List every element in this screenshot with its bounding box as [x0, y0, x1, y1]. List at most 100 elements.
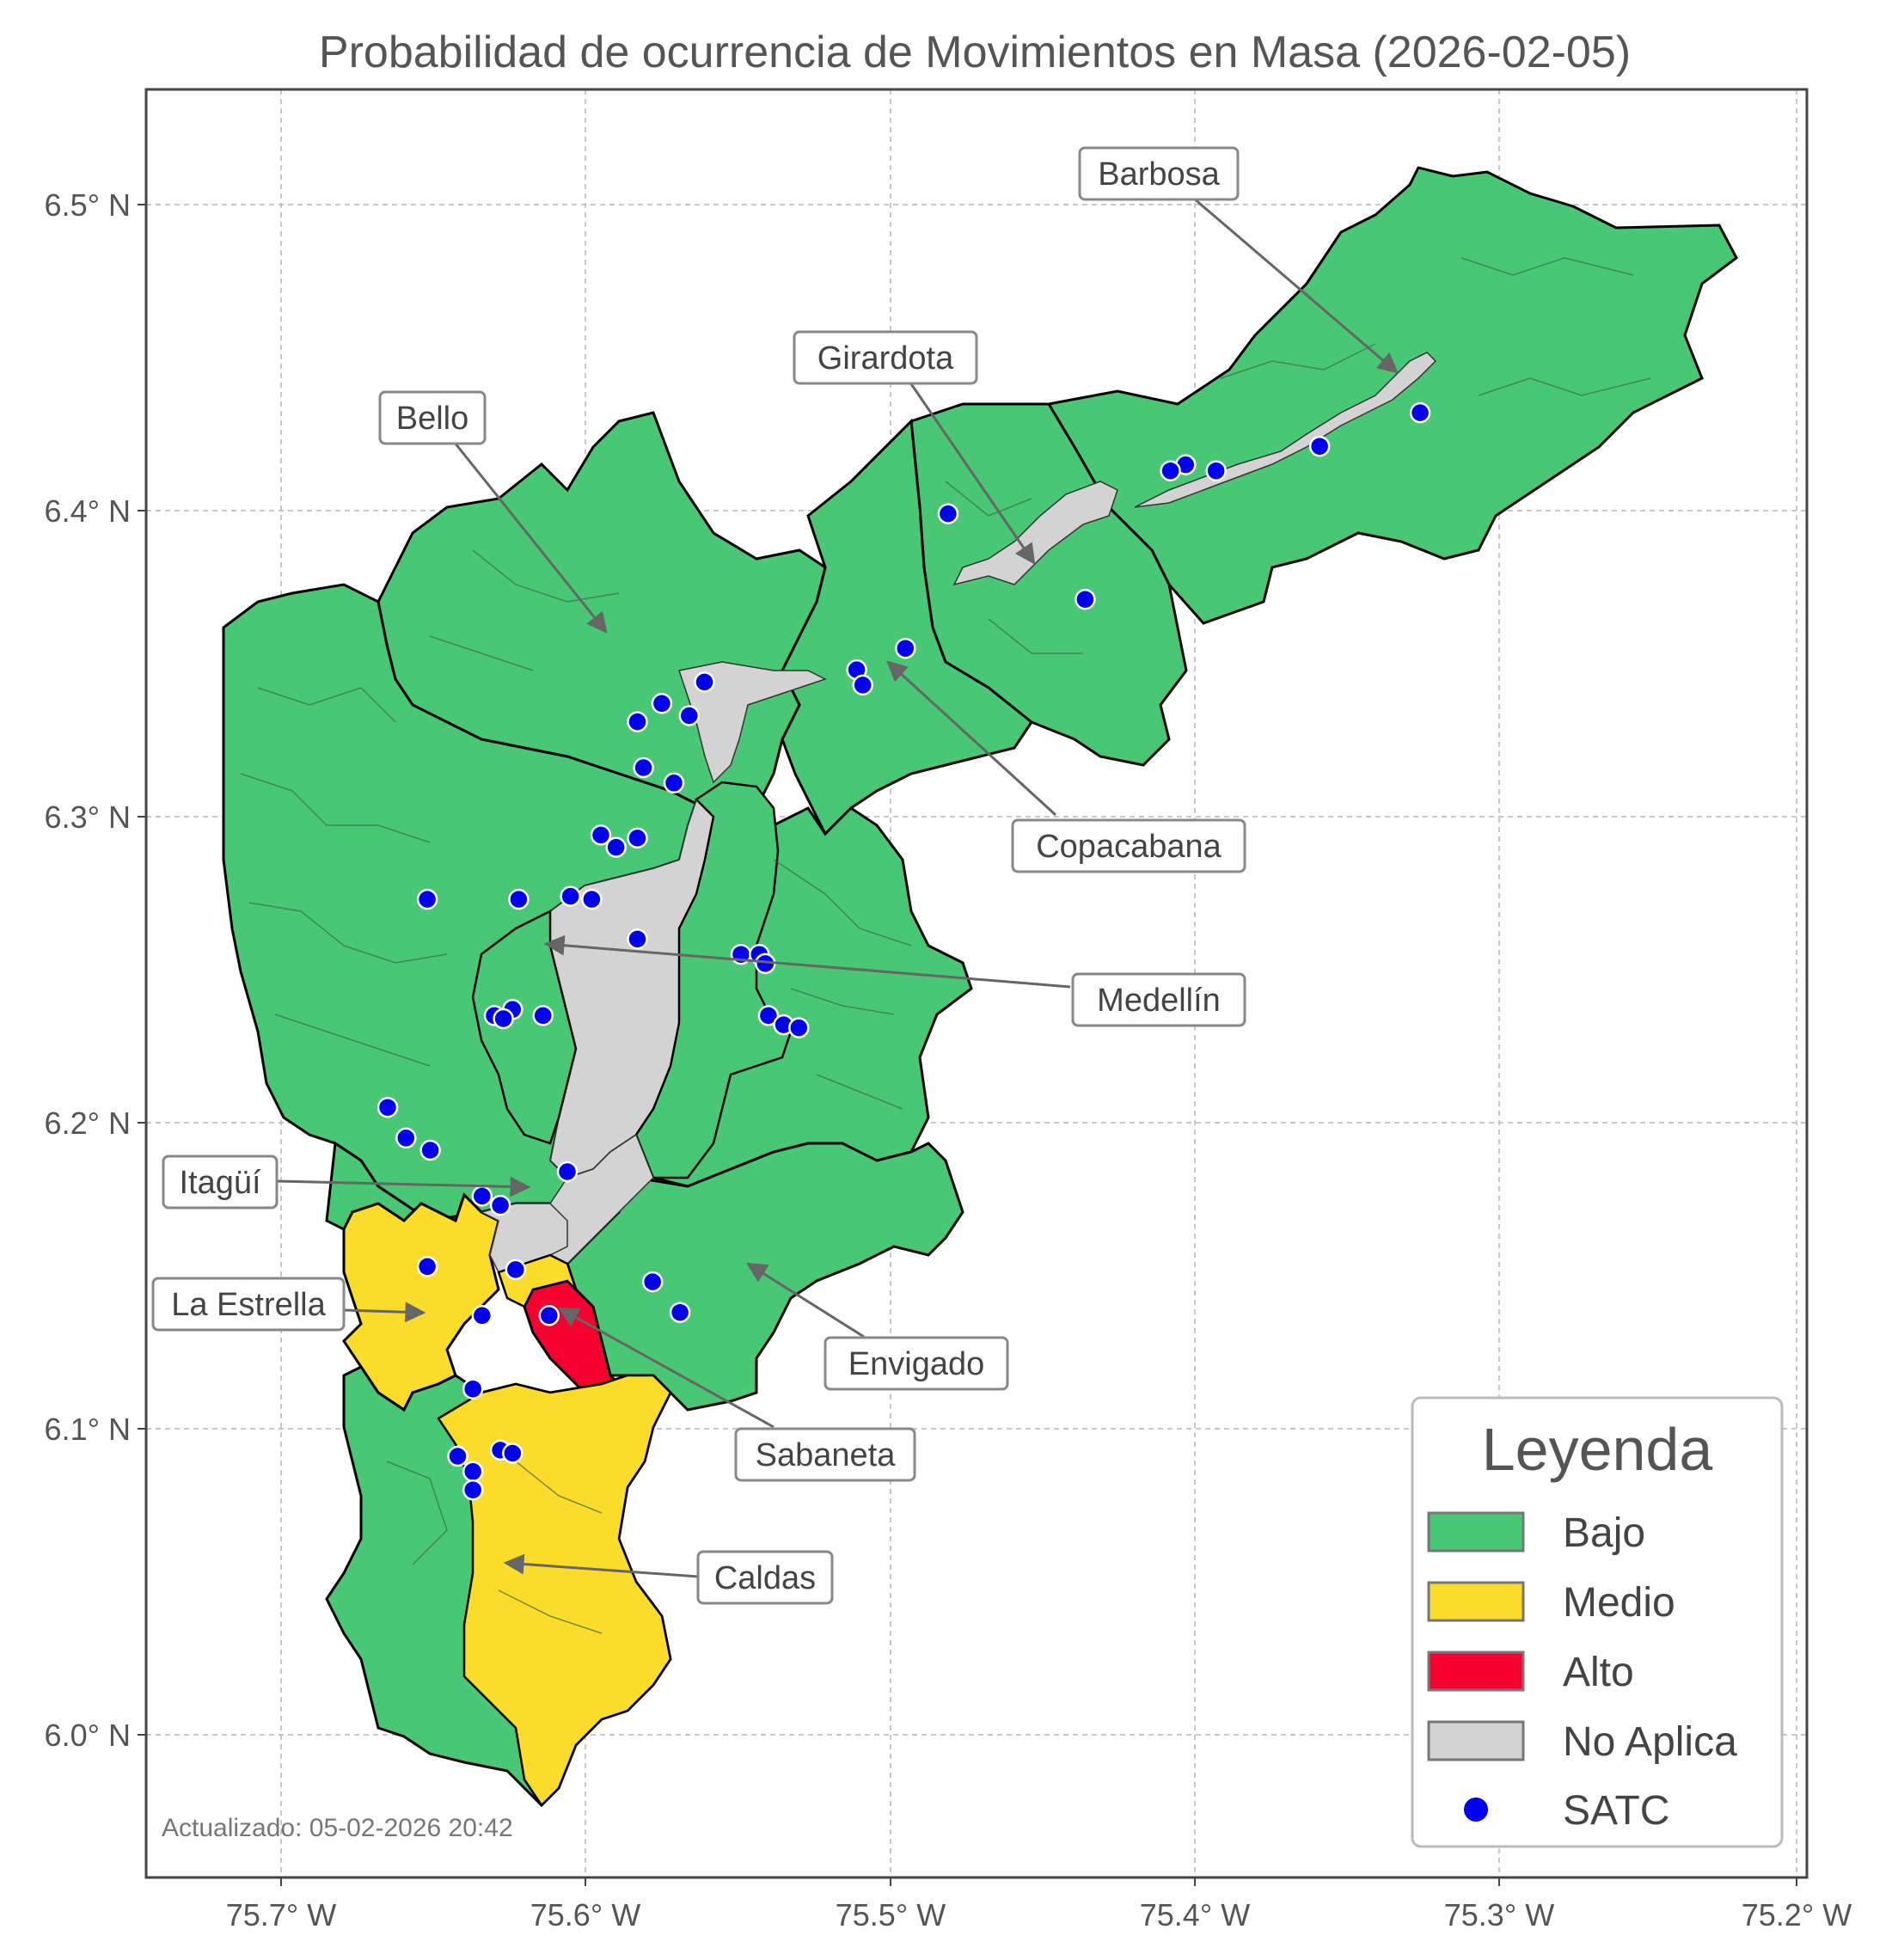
callout-label: Copacabana [1036, 829, 1222, 865]
y-tick-label: 6.4° N [45, 493, 131, 529]
y-axis-labels: 6.5° N 6.4° N 6.3° N 6.2° N 6.1° N 6.0° … [45, 187, 131, 1753]
callout-label: La Estrella [171, 1287, 326, 1323]
satc-station-marker[interactable] [641, 1271, 664, 1293]
plot-frame [144, 88, 1809, 1879]
urban-area-barbosa [1134, 352, 1437, 508]
satc-station-marker[interactable] [627, 711, 648, 732]
satc-station-marker[interactable] [678, 705, 701, 726]
legend-label-bajo: Bajo [1563, 1510, 1645, 1556]
callout-bello[interactable]: Bello [378, 390, 487, 445]
satc-station-marker[interactable] [852, 674, 873, 696]
satc-station-marker[interactable] [556, 1161, 579, 1183]
satc-station-marker[interactable] [505, 1259, 527, 1281]
updated-timestamp: Actualizado: 05-02-2026 20:42 [162, 1814, 513, 1842]
x-axis-labels: 75.7° W 75.6° W 75.5° W 75.4° W 75.3° W … [226, 1897, 1852, 1932]
urban-comunas-ring [471, 909, 578, 1145]
callout-label: Envigado [848, 1346, 984, 1382]
x-tick-label: 75.2° W [1742, 1897, 1852, 1932]
callout-arrows [277, 192, 1399, 1578]
callout-barbosa[interactable]: Barbosa [1078, 146, 1240, 201]
callout-girardota[interactable]: Girardota [793, 330, 978, 385]
legend-swatch-alto [1427, 1651, 1525, 1692]
y-tick-label: 6.3° N [45, 799, 131, 835]
satc-station-marker[interactable] [416, 1256, 438, 1277]
y-tick-label: 6.2° N [45, 1106, 131, 1141]
legend-swatch-bajo [1427, 1511, 1525, 1553]
satc-station-marker[interactable] [395, 1127, 417, 1149]
satc-station-marker[interactable] [694, 671, 715, 693]
x-tick-label: 75.6° W [530, 1897, 640, 1932]
satc-station-marker[interactable] [1075, 588, 1096, 610]
x-tick-label: 75.7° W [226, 1897, 336, 1932]
axis-tick-marks [138, 204, 1797, 1886]
satc-station-marker[interactable] [627, 928, 648, 950]
legend-swatch-medio [1427, 1581, 1525, 1622]
satc-station-marker[interactable] [447, 1445, 468, 1467]
callout-copacabana[interactable]: Copacabana [1011, 818, 1246, 873]
satc-station-marker[interactable] [538, 1305, 560, 1326]
x-tick-label: 75.3° W [1444, 1897, 1554, 1932]
callout-label: Bello [396, 401, 469, 437]
satc-station-marker[interactable] [462, 1479, 484, 1501]
satc-station-marker[interactable] [462, 1378, 484, 1400]
callout-label: Itagüí [179, 1165, 261, 1201]
callout-itagui[interactable]: Itagüí [162, 1155, 279, 1210]
x-tick-label: 75.5° W [836, 1897, 946, 1932]
satc-station-marker[interactable] [627, 827, 648, 849]
satc-station-marker[interactable] [377, 1096, 399, 1118]
callout-la-estrella[interactable]: La Estrella [151, 1277, 346, 1332]
legend-title: Leyenda [1482, 1416, 1713, 1483]
satc-station-marker[interactable] [895, 637, 916, 659]
satc-station-marker[interactable] [508, 888, 530, 910]
legend-label-medio: Medio [1563, 1580, 1675, 1626]
legend-label-no-aplica: No Aplica [1563, 1719, 1737, 1765]
callout-label: Sabaneta [756, 1437, 897, 1473]
zone-medio-caldas [437, 1374, 672, 1807]
satc-station-marker[interactable] [581, 888, 603, 910]
callout-sabaneta[interactable]: Sabaneta [734, 1427, 916, 1482]
callout-medellin[interactable]: Medellín [1071, 972, 1246, 1027]
callout-caldas[interactable]: Caldas [696, 1550, 834, 1605]
satc-station-marker[interactable] [1409, 401, 1431, 424]
satc-station-marker[interactable] [757, 1005, 780, 1026]
y-tick-label: 6.5° N [45, 187, 131, 223]
satc-station-marker[interactable] [605, 836, 627, 858]
satc-station-marker[interactable] [651, 693, 673, 714]
legend: Leyenda Bajo Medio Alto No Aplica SATC [1411, 1396, 1784, 1848]
satc-station-marker[interactable] [493, 1008, 514, 1030]
satc-station-marker[interactable] [416, 888, 438, 910]
satc-station-marker[interactable] [502, 1442, 524, 1464]
satc-station-marker[interactable] [532, 1005, 554, 1026]
urban-area-girardota [952, 481, 1118, 586]
legend-swatch-no-aplica [1427, 1720, 1525, 1761]
legend-label-satc: SATC [1563, 1788, 1669, 1834]
satc-station-marker[interactable] [1308, 435, 1331, 457]
legend-label-alto: Alto [1563, 1650, 1634, 1695]
satc-station-marker[interactable] [471, 1305, 493, 1326]
callout-label: Girardota [817, 340, 954, 377]
satc-station-marker[interactable] [1160, 460, 1181, 481]
satc-station-marker[interactable] [633, 756, 654, 779]
satc-station-marker[interactable] [462, 1461, 484, 1483]
satc-station-marker[interactable] [419, 1139, 441, 1161]
satc-station-marker[interactable] [669, 1302, 691, 1323]
map-title: Probabilidad de ocurrencia de Movimiento… [319, 28, 1631, 77]
callout-envigado[interactable]: Envigado [824, 1336, 1009, 1391]
x-tick-label: 75.4° W [1140, 1897, 1250, 1932]
satc-station-marker[interactable] [590, 824, 612, 846]
callout-label: Barbosa [1098, 156, 1220, 193]
satc-station-marker[interactable] [1205, 460, 1227, 481]
legend-marker-satc [1462, 1796, 1490, 1823]
callout-label: Caldas [714, 1560, 816, 1596]
satc-station-marker[interactable] [937, 503, 959, 524]
vereda-boundaries [240, 257, 1651, 1634]
satc-station-marker[interactable] [560, 885, 581, 907]
satc-station-marker[interactable] [471, 1185, 493, 1207]
y-tick-label: 6.1° N [45, 1412, 131, 1447]
y-tick-label: 6.0° N [45, 1718, 131, 1753]
satc-station-marker[interactable] [489, 1194, 511, 1216]
satc-station-marker[interactable] [663, 772, 685, 794]
urban-area-bello [678, 661, 827, 784]
satc-station-marker[interactable] [788, 1017, 810, 1038]
